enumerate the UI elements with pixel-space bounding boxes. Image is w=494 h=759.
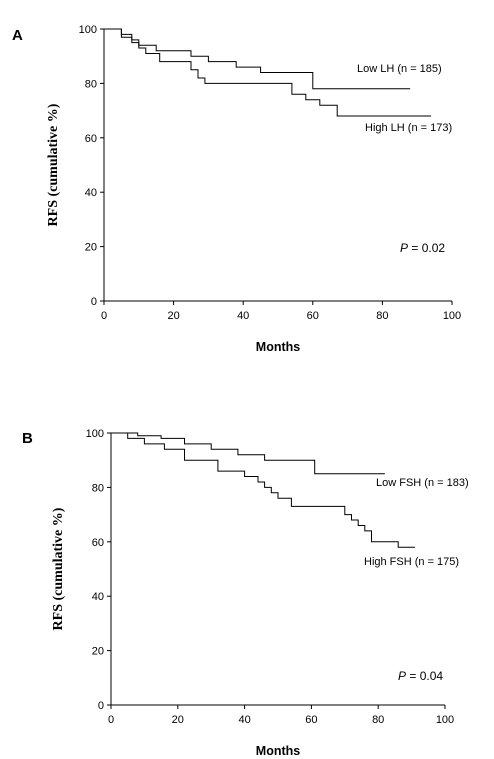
series-line-1 (104, 28, 411, 90)
series-label-2: High FSH (n = 175) (364, 556, 459, 568)
series-line-2 (104, 28, 432, 117)
p-value: P = 0.02 (400, 241, 445, 255)
x-tick-label: 0 (108, 714, 114, 726)
y-tick-label: 40 (85, 187, 97, 199)
y-tick-label: 60 (92, 537, 104, 549)
y-tick-label: 20 (85, 242, 97, 254)
x-tick-label: 40 (237, 310, 249, 322)
x-tick-label: 20 (172, 714, 184, 726)
series-line-1 (111, 432, 385, 475)
x-tick-label: 100 (436, 714, 454, 726)
p-value-text: = 0.02 (408, 241, 445, 255)
y-axis-label: RFS (cumulative %) (46, 103, 61, 226)
chart-panel-a: A 0 20 40 60 80 100 0 20 40 60 80 100 Months RFS (cumu… (12, 24, 461, 354)
y-tick-label: 100 (79, 24, 97, 36)
x-tick-label: 100 (443, 310, 461, 322)
x-tick-label: 20 (167, 310, 179, 322)
x-tick-label: 40 (238, 714, 250, 726)
y-tick-label: 80 (92, 482, 104, 494)
y-tick-label: 20 (92, 646, 104, 658)
panel-label: A (12, 27, 23, 44)
series-label-1: Low LH (n = 185) (357, 63, 442, 75)
x-tick-label: 80 (372, 714, 384, 726)
p-value: P = 0.04 (398, 669, 443, 683)
y-tick-label: 80 (85, 78, 97, 90)
p-symbol: P (400, 241, 408, 255)
x-tick-label: 60 (307, 310, 319, 322)
y-tick-label: 40 (92, 591, 104, 603)
p-symbol: P (398, 669, 406, 683)
y-tick-label: 60 (85, 133, 97, 145)
y-tick-label: 0 (98, 700, 104, 712)
series-label-2: High LH (n = 173) (365, 122, 452, 134)
series-label-1: Low FSH (n = 183) (376, 477, 469, 489)
panel-label: B (22, 430, 33, 447)
x-axis-label: Months (256, 340, 300, 354)
x-axis-label: Months (256, 744, 300, 758)
chart-panel-b: B 0 20 40 60 80 100 0 20 40 60 80 100 Months RFS (cumu… (22, 428, 469, 758)
x-tick-label: 60 (305, 714, 317, 726)
p-value-text: = 0.04 (406, 669, 443, 683)
x-tick-label: 0 (101, 310, 107, 322)
y-tick-label: 100 (86, 428, 104, 440)
series-line-2 (111, 432, 415, 548)
y-axis-label: RFS (cumulative %) (51, 507, 66, 630)
x-tick-label: 80 (376, 310, 388, 322)
y-tick-label: 0 (91, 296, 97, 308)
